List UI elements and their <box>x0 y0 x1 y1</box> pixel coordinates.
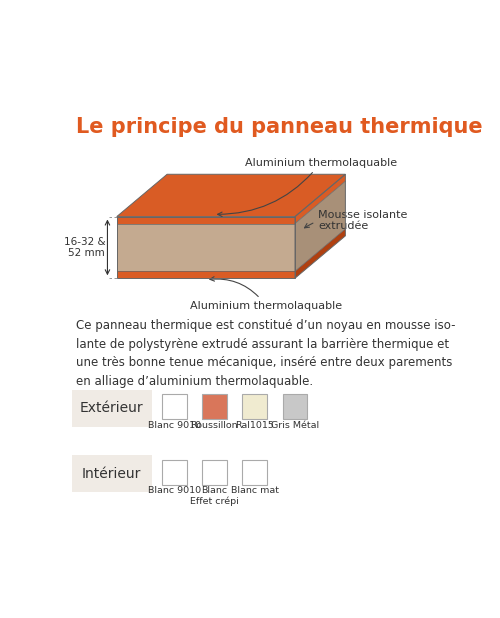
Polygon shape <box>117 217 295 224</box>
Text: 16-32 &
52 mm: 16-32 & 52 mm <box>64 237 105 258</box>
Polygon shape <box>117 224 295 271</box>
Polygon shape <box>242 394 267 419</box>
Text: Roussillon: Roussillon <box>190 421 238 430</box>
Polygon shape <box>162 394 186 419</box>
Polygon shape <box>117 174 346 217</box>
Polygon shape <box>202 460 227 485</box>
Polygon shape <box>282 394 308 419</box>
Polygon shape <box>162 460 186 485</box>
FancyBboxPatch shape <box>72 455 152 493</box>
Text: Ral1015: Ral1015 <box>236 421 274 430</box>
Polygon shape <box>295 229 346 278</box>
Polygon shape <box>242 460 267 485</box>
Text: Blanc 9010: Blanc 9010 <box>148 421 201 430</box>
Polygon shape <box>295 174 346 224</box>
Text: Le principe du panneau thermique: Le principe du panneau thermique <box>76 117 483 137</box>
Text: Aluminium thermolaquable: Aluminium thermolaquable <box>218 158 397 216</box>
Text: Blanc 9010: Blanc 9010 <box>148 486 201 495</box>
Polygon shape <box>295 181 346 271</box>
Text: Gris Métal: Gris Métal <box>271 421 319 430</box>
Text: Extérieur: Extérieur <box>80 401 144 415</box>
Text: Blanc mat: Blanc mat <box>230 486 278 495</box>
Text: Ce panneau thermique est constitué d’un noyau en mousse iso-
lante de polystyrèn: Ce panneau thermique est constitué d’un … <box>76 319 456 387</box>
Text: Blanc
Effet crépi: Blanc Effet crépi <box>190 486 239 506</box>
FancyBboxPatch shape <box>72 390 152 427</box>
Polygon shape <box>202 394 227 419</box>
Text: Mousse isolante
extrudée: Mousse isolante extrudée <box>304 210 408 231</box>
Text: Intérieur: Intérieur <box>82 467 142 481</box>
Text: Aluminium thermolaquable: Aluminium thermolaquable <box>190 277 342 311</box>
Polygon shape <box>117 271 295 278</box>
